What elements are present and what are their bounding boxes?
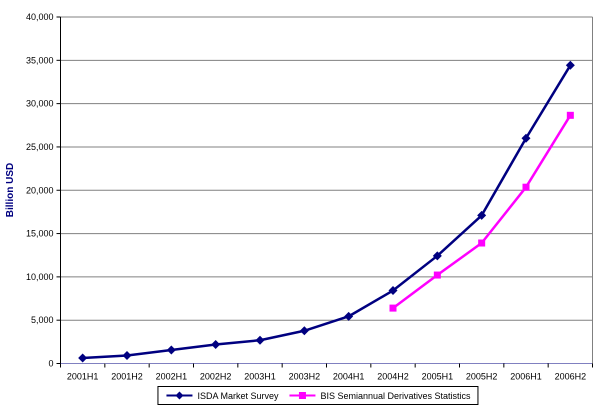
marker-diamond	[565, 60, 575, 70]
y-tick-label: 25,000	[26, 142, 54, 152]
y-tick-label: 0	[48, 359, 53, 369]
legend-square-line-icon	[289, 392, 316, 399]
x-tick-label: 2003H2	[289, 372, 321, 382]
x-tick-label: 2003H1	[244, 372, 276, 382]
x-tick-label: 2002H1	[156, 372, 188, 382]
legend-label-isda: ISDA Market Survey	[197, 390, 279, 401]
marker-diamond	[388, 286, 398, 296]
marker-diamond	[521, 133, 531, 143]
marker-diamond	[432, 251, 442, 261]
y-tick-label: 30,000	[26, 99, 54, 109]
series-line-diamond	[81, 64, 572, 360]
legend-label-bis: BIS Semiannual Derivatives Statistics	[320, 390, 471, 401]
marker-square	[566, 111, 574, 119]
marker-square	[433, 271, 441, 279]
legend-item-bis: BIS Semiannual Derivatives Statistics	[288, 390, 471, 401]
legend-sample-diamond	[175, 391, 184, 400]
y-tick-label: 5,000	[31, 315, 54, 325]
y-tick-label: 35,000	[26, 55, 54, 65]
x-tick-label: 2006H1	[510, 372, 542, 382]
marker-square	[522, 183, 530, 191]
y-axis-title: Billion USD	[5, 162, 16, 218]
marker-diamond	[78, 353, 88, 363]
x-tick-label: 2004H2	[377, 372, 409, 382]
legend-item-isda: ISDA Market Survey	[165, 390, 278, 401]
legend-diamond-line-icon	[166, 391, 193, 400]
x-tick-label: 2005H2	[466, 372, 498, 382]
marker-diamond	[477, 210, 487, 220]
marker-diamond	[255, 335, 265, 345]
legend-sample-square	[298, 392, 306, 399]
x-tick-label: 2001H2	[111, 372, 143, 382]
x-tick-label: 2005H1	[422, 372, 454, 382]
marker-diamond	[211, 340, 221, 350]
legend: ISDA Market Survey BIS Semiannual Deriva…	[157, 386, 479, 405]
y-tick-label: 20,000	[26, 185, 54, 195]
marker-square	[478, 239, 486, 247]
y-tick-label: 40,000	[26, 12, 54, 22]
y-tick-label: 15,000	[26, 229, 54, 239]
marker-square	[389, 304, 397, 312]
marker-diamond	[166, 345, 176, 355]
x-tick-label: 2004H1	[333, 372, 365, 382]
marker-diamond	[122, 351, 132, 361]
x-tick-label: 2001H1	[67, 372, 99, 382]
x-tick-label: 2002H2	[200, 372, 232, 382]
y-tick-label: 10,000	[26, 272, 54, 282]
x-tick-label: 2006H2	[555, 372, 587, 382]
marker-diamond	[344, 311, 354, 321]
marker-diamond	[299, 326, 309, 336]
